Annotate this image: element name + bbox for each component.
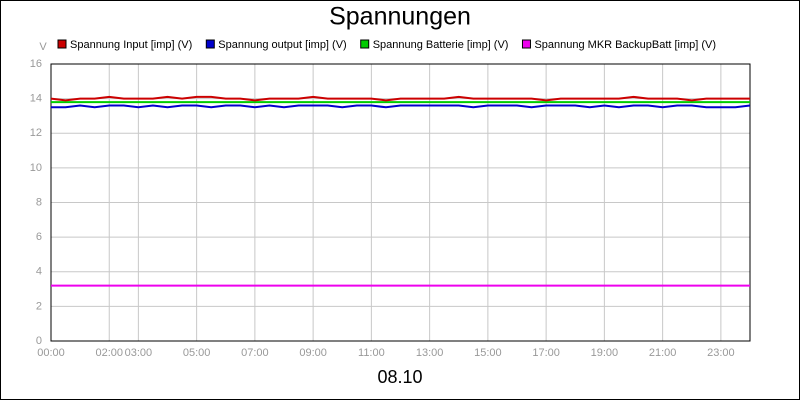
y-tick-label: 8 — [36, 196, 42, 208]
y-tick-label: 12 — [30, 127, 42, 139]
legend-swatch — [521, 39, 531, 49]
x-tick-label: 09:00 — [299, 347, 327, 359]
x-tick-label: 13:00 — [416, 347, 444, 359]
x-tick-label: 21:00 — [649, 347, 677, 359]
y-tick-label: 2 — [36, 300, 42, 312]
y-tick-label: 6 — [36, 231, 42, 243]
legend-swatch — [205, 39, 215, 49]
series-line — [50, 95, 750, 102]
y-axis-label: V — [39, 41, 47, 53]
series-line — [51, 104, 751, 109]
x-tick-label: 11:00 — [358, 347, 385, 359]
x-tick-label: 23:00 — [707, 347, 735, 359]
legend-swatch — [360, 39, 370, 49]
plot-border — [50, 63, 751, 342]
y-tick-label: 0 — [36, 335, 42, 347]
legend-label: Spannung MKR BackupBatt [imp] (V) — [534, 39, 716, 51]
x-tick-label: 17:00 — [532, 347, 560, 359]
y-tick-label: 10 — [30, 162, 42, 174]
x-tick-label: 07:00 — [241, 347, 269, 359]
y-tick-label: 4 — [36, 266, 42, 278]
y-tick-label: 14 — [30, 93, 42, 105]
legend-label: Spannung Batterie [imp] (V) — [373, 39, 509, 51]
x-tick-label: 05:00 — [183, 347, 211, 359]
legend-label: Spannung Input [imp] (V) — [70, 39, 192, 51]
x-tick-label: 03:00 — [125, 347, 153, 359]
chart-title: Spannungen — [329, 3, 471, 31]
y-tick-label: 16 — [30, 58, 42, 70]
x-tick-label: 02:00 — [95, 347, 123, 359]
x-tick-label: 00:00 — [37, 347, 65, 359]
x-tick-label: 15:00 — [474, 347, 502, 359]
x-tick-label: 19:00 — [591, 347, 619, 359]
x-axis-label: 08.10 — [377, 367, 422, 387]
legend-label: Spannung output [imp] (V) — [218, 39, 346, 51]
legend-swatch — [57, 39, 67, 49]
